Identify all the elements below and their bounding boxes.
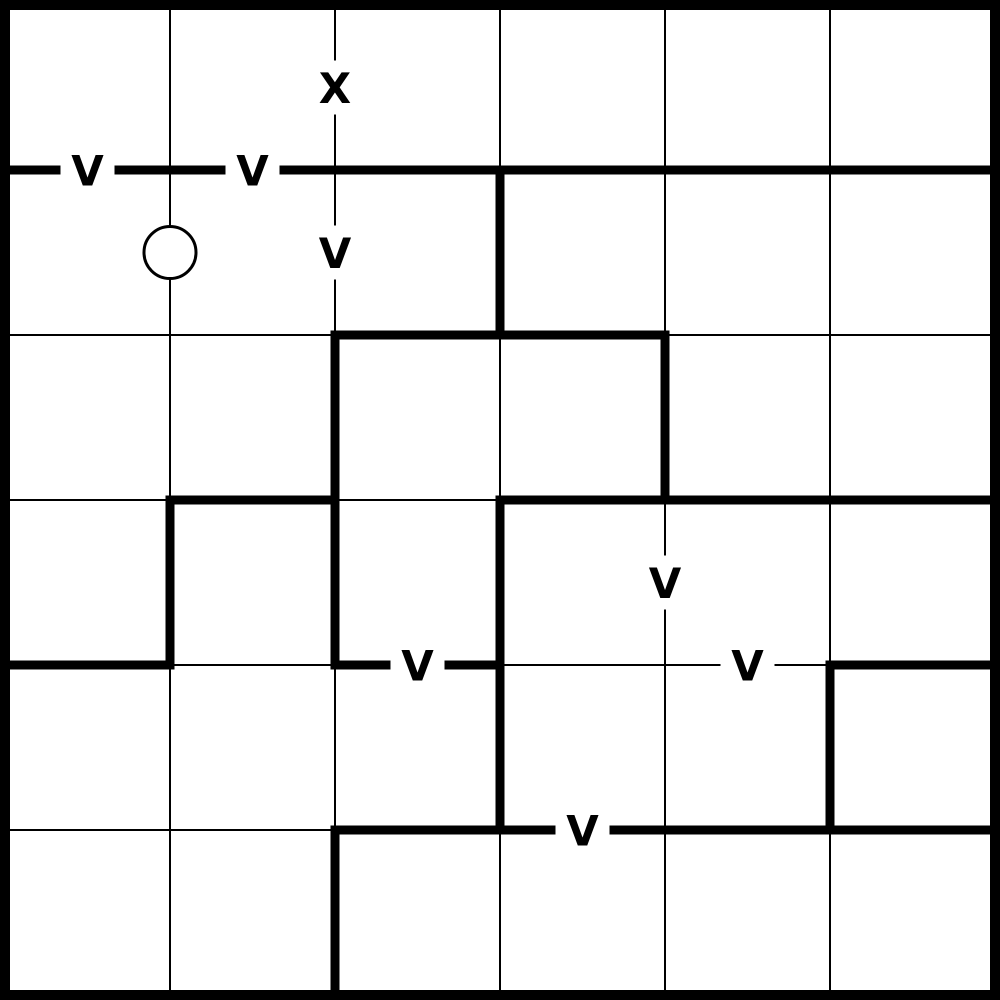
clue-backdrop [60, 143, 115, 197]
edge-clue-label: V [566, 807, 599, 856]
grid-cell-r2c6[interactable] [830, 170, 995, 335]
grid-cell-r3c6[interactable] [830, 335, 995, 500]
edge-clue-label: X [319, 64, 351, 113]
edge-clue-v: V [308, 225, 362, 280]
grid-cell-r6c6[interactable] [830, 830, 995, 995]
grid-cell-r5c6[interactable] [830, 665, 995, 830]
circle-icon [142, 225, 198, 280]
edge-clue-label: V [401, 642, 434, 691]
edge-clue-label: V [649, 559, 682, 608]
clue-backdrop [390, 638, 445, 692]
grid-cell-r5c2[interactable] [170, 665, 335, 830]
edge-clue-v: V [720, 638, 775, 692]
clue-backdrop [555, 803, 610, 857]
grid-cell-r5c1[interactable] [5, 665, 170, 830]
edge-clue-v: V [60, 143, 115, 197]
clue-backdrop [308, 225, 362, 280]
edge-clue-label: V [71, 147, 104, 196]
grid-cell-r4c2[interactable] [170, 500, 335, 665]
edge-clue-x: X [308, 60, 362, 115]
clue-backdrop [638, 555, 692, 610]
edge-clue-label: V [319, 229, 352, 278]
grid-cell-r3c3[interactable] [335, 335, 500, 500]
edge-clue-label: V [236, 147, 269, 196]
grid-cell-r3c5[interactable] [665, 335, 830, 500]
edge-clue-v: V [555, 803, 610, 857]
clue-backdrop [720, 638, 775, 692]
grid-cell-r4c6[interactable] [830, 500, 995, 665]
grid-cell-r2c5[interactable] [665, 170, 830, 335]
grid-cell-r2c4[interactable] [500, 170, 665, 335]
grid-cell-r1c5[interactable] [665, 5, 830, 170]
grid-cell-r3c2[interactable] [170, 335, 335, 500]
clue-backdrop [308, 60, 362, 115]
edge-clue-v: V [638, 555, 692, 610]
grid-cell-r6c1[interactable] [5, 830, 170, 995]
edge-clue-label: V [731, 642, 764, 691]
clue-backdrop [225, 143, 280, 197]
edge-clue-v: V [225, 143, 280, 197]
grid-cell-r1c4[interactable] [500, 5, 665, 170]
grid-cell-r6c3[interactable] [335, 830, 500, 995]
grid-cell-r6c2[interactable] [170, 830, 335, 995]
grid-cell-r3c1[interactable] [5, 335, 170, 500]
edge-clue-v: V [390, 638, 445, 692]
grid-cell-r4c1[interactable] [5, 500, 170, 665]
grid-cell-r1c6[interactable] [830, 5, 995, 170]
grid-cell-r3c4[interactable] [500, 335, 665, 500]
grid-cell-r6c5[interactable] [665, 830, 830, 995]
